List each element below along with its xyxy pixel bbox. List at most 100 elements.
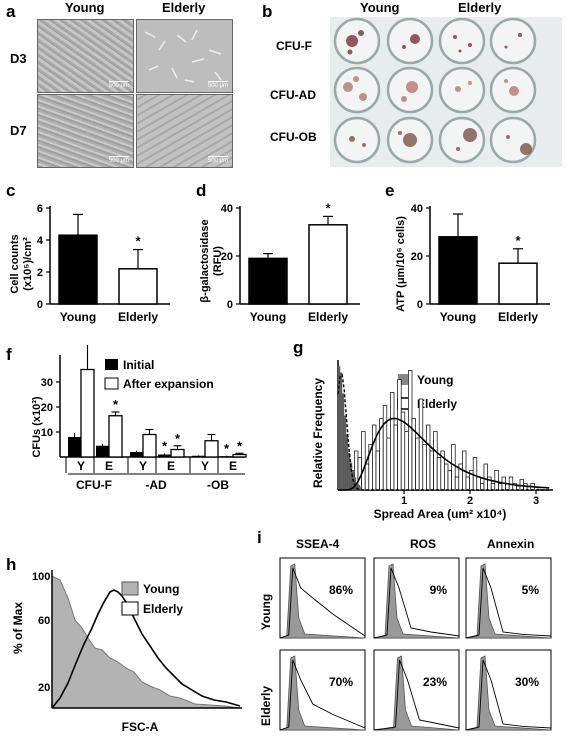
panel-f-initial-bar xyxy=(192,455,205,457)
panel-i-col-annexin: Annexin xyxy=(487,537,535,551)
panel-i-col-ros: ROS xyxy=(410,537,437,551)
panel-f-expansion-bar xyxy=(108,415,123,458)
panel-g-young-bin xyxy=(339,372,343,491)
panel_c-ytick-label: 4 xyxy=(37,235,44,247)
panel-g-elderly-bin xyxy=(483,463,488,491)
panel-i-col-ssea4: SSEA-4 xyxy=(296,537,340,551)
panel-h-ylabel: % of Max xyxy=(11,602,25,654)
panel-d-plot: 0 20 40 Young Elderly * xyxy=(221,200,360,324)
legend-young-swatch xyxy=(121,581,139,596)
panel-e-plot: 0 20 40 Young Elderly * xyxy=(411,203,550,324)
panel-a-row-d7: D7 xyxy=(10,123,27,138)
legend-elderly-swatch xyxy=(121,601,139,616)
flow-percentage-label: 9% xyxy=(430,583,448,597)
flow-sample-histogram xyxy=(279,567,366,639)
panel_d-bar-young xyxy=(248,257,288,305)
panel-d-ylabel-1: β-galactosidase xyxy=(199,219,211,302)
panel-b-letter: b xyxy=(262,2,273,21)
panel_d-bar-elderly xyxy=(308,224,348,305)
panel-g-ylabel: Relative Frequency xyxy=(311,378,325,488)
panel-i-row-young: Young xyxy=(259,594,273,630)
panel-f-subgroup-label: Y xyxy=(77,459,85,473)
panel-g-elderly-bin xyxy=(408,370,413,491)
legend-elderly-label: Elderly xyxy=(143,602,183,616)
scale-bar: 500 μm xyxy=(207,156,228,164)
panel-f-initial-bar xyxy=(220,456,233,457)
panel-f-expansion-bar xyxy=(170,448,185,458)
panel-g-plot: 1 2 3 xyxy=(337,360,553,507)
panel-i-row-elderly: Elderly xyxy=(259,686,273,726)
flow-percentage-label: 30% xyxy=(515,675,539,689)
panel-f-expansion-bar xyxy=(142,433,157,458)
panel_e-bar-young xyxy=(438,236,478,305)
panel-d-letter: d xyxy=(196,181,207,200)
flow-control-histogram xyxy=(465,563,552,639)
panel-f-initial-star: * xyxy=(162,439,168,454)
panel-f-expansion-bar xyxy=(204,440,219,458)
legend-young-label: Young xyxy=(143,582,179,596)
panel-d-ylabel-2: (RFU) xyxy=(212,246,224,276)
panel_c-ytick-label: 6 xyxy=(37,203,43,215)
panel-g-young-bin xyxy=(337,366,341,491)
flow-sample-histogram xyxy=(373,567,460,639)
flow-percentage-label: 86% xyxy=(329,583,353,597)
panel-f-group-label: CFU-F xyxy=(76,478,112,492)
panel_d-xtick-label: Elderly xyxy=(308,310,348,324)
panel-h-ytick-60: 60 xyxy=(38,615,50,627)
flow-control-histogram xyxy=(373,655,460,731)
panel-g-elderly-bin xyxy=(476,476,481,491)
panel-f-expansion-bar xyxy=(80,368,95,458)
flow-control-histogram xyxy=(373,563,460,639)
panel-g-elderly-bin xyxy=(444,463,449,491)
panel_e-ytick-label: 0 xyxy=(417,299,423,311)
panel-f-subgroup-label: E xyxy=(105,459,113,473)
panel-f-chart: CFUs (x10³) Initial After expansion 10 20… xyxy=(31,345,247,492)
panel-f-initial-bar xyxy=(130,452,143,457)
panel-g-young-bin xyxy=(347,452,351,491)
micrograph-elderly-d7: 500 μm xyxy=(136,94,233,168)
panel-g-elderly-bin xyxy=(429,450,434,491)
panel-b-col-young: Young xyxy=(360,0,400,15)
panel_c-bar-elderly xyxy=(118,268,158,305)
elderly-d3-cells xyxy=(144,29,222,83)
panel-g-elderly-bin xyxy=(447,470,452,491)
flow-sample-histogram xyxy=(373,659,460,731)
panel_c-significance-star: * xyxy=(135,234,141,249)
panel-g-young-fit-curve xyxy=(337,373,550,491)
panel-g-elderly-bin xyxy=(404,431,409,491)
panel-g-elderly-bin xyxy=(433,431,438,491)
panel-g-elderly-bin xyxy=(426,424,431,491)
panel_d-xtick-label: Young xyxy=(250,310,286,324)
panel-i-letter: i xyxy=(257,528,262,547)
legend-young-swatch xyxy=(398,374,411,385)
panel-c-ylabel-1: Cell counts xyxy=(9,234,21,293)
panel-f-group-label: -AD xyxy=(145,478,167,492)
panel-g-elderly-bin xyxy=(418,398,424,491)
panel-f-expansion-star: * xyxy=(175,431,181,446)
panel_d-ytick-label: 0 xyxy=(227,299,233,311)
panel-f-letter: f xyxy=(6,345,12,364)
panel_d-ytick-label: 20 xyxy=(221,251,233,263)
panel-f-group-label: -OB xyxy=(207,478,229,492)
panel-g-elderly-bin xyxy=(454,476,460,491)
panel-f-subgroup-label: Y xyxy=(201,459,209,473)
panel-g-elderly-fit-curve xyxy=(338,417,550,491)
panel-g-elderly-bin xyxy=(490,483,496,491)
young-fsc-area xyxy=(51,575,241,709)
panel-f-expansion-star: * xyxy=(113,397,119,412)
panel-g-elderly-bin xyxy=(382,405,388,491)
panel-g-elderly-bin xyxy=(436,457,442,491)
scale-bar: 500 μm xyxy=(207,81,228,89)
panel-f-subgroup-label: Y xyxy=(139,459,147,473)
panel_e-significance-star: * xyxy=(515,233,521,248)
panel_e-xtick-label: Elderly xyxy=(498,310,538,324)
panel-f-subgroup-label: E xyxy=(167,459,175,473)
panel-f-expansion-bar xyxy=(232,453,247,458)
scale-bar: 500 μm xyxy=(108,81,129,89)
panel-h-ytick-100: 100 xyxy=(32,571,50,583)
panel-f-ylabel: CFUs (x10³) xyxy=(31,396,43,457)
legend-elderly-label: Elderly xyxy=(417,397,457,411)
panel-g-elderly-bin xyxy=(393,424,398,491)
panel-c-letter: c xyxy=(6,181,16,200)
